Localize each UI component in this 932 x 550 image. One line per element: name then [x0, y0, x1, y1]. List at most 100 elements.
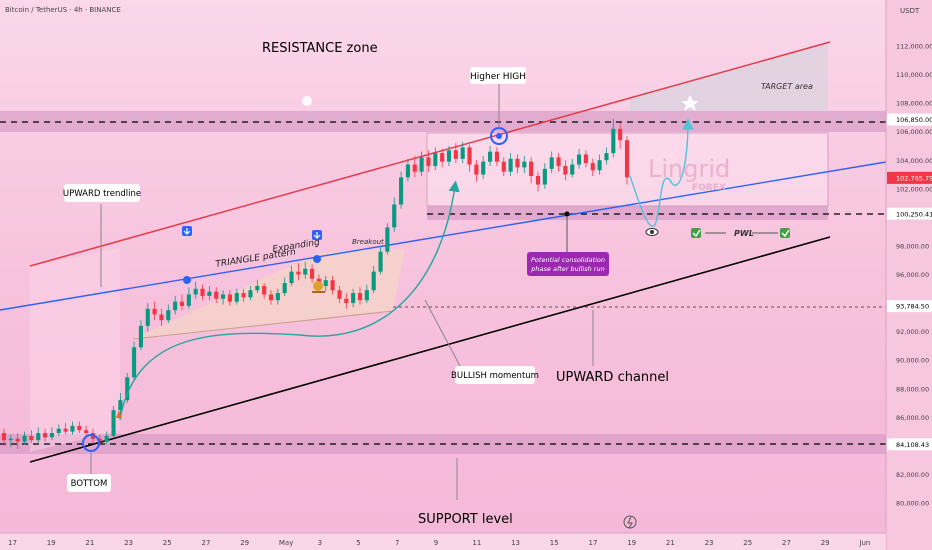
- time-tick-label: 29: [821, 539, 830, 547]
- candle: [63, 423, 68, 435]
- time-tick-label: 23: [124, 539, 133, 547]
- projected-path: [629, 118, 694, 227]
- lightning-icon[interactable]: [623, 515, 637, 529]
- candle: [446, 145, 452, 166]
- candle: [77, 421, 82, 434]
- resistance-trendline[interactable]: [29, 41, 831, 267]
- candle: [241, 288, 246, 302]
- candle: [179, 294, 185, 311]
- momentum-pointer: [424, 299, 461, 367]
- candle: [549, 151, 554, 174]
- time-tick-label: 11: [472, 539, 481, 547]
- settings-icon: [302, 96, 312, 106]
- candle: [262, 283, 267, 299]
- candle: [419, 151, 424, 176]
- candle: [234, 288, 239, 305]
- candle: [351, 288, 356, 308]
- time-axis[interactable]: [0, 533, 886, 550]
- candle: [563, 160, 568, 181]
- time-tick-label: Jun: [858, 539, 870, 547]
- pwl-band: [427, 206, 828, 220]
- svg-text:Higher HIGH: Higher HIGH: [470, 72, 526, 82]
- candle: [515, 154, 520, 174]
- candle: [166, 304, 171, 324]
- rocket-icon: [116, 410, 122, 418]
- price-tick-label: 110,000.00: [896, 71, 932, 79]
- channel-support-line[interactable]: [29, 236, 831, 463]
- candle: [590, 158, 595, 176]
- support-level-label: SUPPORT level: [418, 512, 513, 527]
- candle: [303, 261, 308, 279]
- star-icon: [681, 95, 699, 111]
- candle: [125, 373, 130, 404]
- svg-text:102,765.79: 102,765.79: [896, 174, 932, 182]
- candle: [132, 341, 137, 381]
- candle: [542, 163, 547, 189]
- time-tick-label: 5: [356, 539, 360, 547]
- candle: [570, 158, 575, 178]
- time-tick-label: 19: [47, 539, 56, 547]
- candle: [426, 150, 431, 172]
- price-tick-label: 112,000.00: [896, 43, 932, 51]
- price-tick-label: 80,000.00: [896, 500, 929, 508]
- price-tick-label: 102,000.00: [896, 185, 932, 193]
- bullish-momentum-callout: BULLISH momentum: [451, 366, 539, 384]
- candle: [611, 118, 616, 158]
- candle: [364, 284, 369, 304]
- watermark-sub: FOREX: [692, 183, 726, 193]
- time-tick-label: 17: [589, 539, 598, 547]
- candle: [385, 223, 390, 255]
- svg-text:100,250.41: 100,250.41: [896, 210, 932, 218]
- candle: [1, 428, 7, 446]
- triangle-fill: [133, 249, 405, 339]
- candle: [344, 293, 349, 309]
- time-tick-label: 3: [318, 539, 322, 547]
- candle: [522, 155, 527, 174]
- price-tick-label: 92,000.00: [896, 328, 929, 336]
- candle: [508, 153, 513, 176]
- candle: [193, 281, 198, 299]
- candle: [207, 285, 212, 301]
- price-labels: 106,850.00 102,765.79 100,250.41 93,784.50 8…: [887, 113, 932, 451]
- price-label: 84,108.43: [887, 438, 932, 451]
- candle: [296, 263, 301, 281]
- svg-text:BOTTOM: BOTTOM: [71, 479, 108, 489]
- time-tick-label: 19: [627, 539, 636, 547]
- resistance-zone-label: RESISTANCE zone: [262, 41, 378, 56]
- time-axis-ticks: 17 19 21 23 25 27 29 May 3 5 7 9 11 13 15 17 19 21 23 25 27 2…: [8, 539, 870, 547]
- candle: [118, 393, 123, 415]
- snail-icon: [312, 281, 325, 293]
- candles-group: [1, 118, 630, 449]
- candle: [145, 303, 150, 332]
- candle: [494, 147, 499, 166]
- time-tick-label: 29: [240, 539, 249, 547]
- time-tick-label: 25: [163, 539, 172, 547]
- candle: [227, 290, 232, 306]
- candle: [330, 275, 335, 295]
- price-tick-label: 96,000.00: [896, 271, 929, 279]
- time-tick-label: 17: [8, 539, 17, 547]
- time-tick-label: 9: [434, 539, 438, 547]
- candle: [529, 157, 534, 184]
- price-axis[interactable]: [886, 0, 932, 550]
- bottom-marker[interactable]: [82, 434, 100, 452]
- candle: [8, 434, 13, 448]
- time-tick-label: 27: [202, 539, 211, 547]
- price-tick-label: 88,000.00: [896, 385, 929, 393]
- svg-text:phase after bullish run: phase after bullish run: [530, 265, 604, 273]
- symbol-title[interactable]: Bitcoin / TetherUS · 4h · BINANCE: [5, 6, 121, 14]
- price-tick-label: 98,000.00: [896, 242, 929, 250]
- price-label: 93,784.50: [887, 300, 932, 313]
- time-tick-label: 23: [705, 539, 714, 547]
- candle: [378, 247, 383, 275]
- candle: [152, 301, 157, 321]
- higher-high-callout: Higher HIGH: [470, 67, 526, 84]
- candle: [440, 148, 445, 168]
- candle: [255, 280, 260, 294]
- candle: [29, 430, 34, 444]
- watermark-logo: Lingrid: [648, 155, 730, 183]
- candle: [173, 295, 178, 315]
- time-tick-label: 7: [395, 539, 399, 547]
- candle: [70, 421, 75, 435]
